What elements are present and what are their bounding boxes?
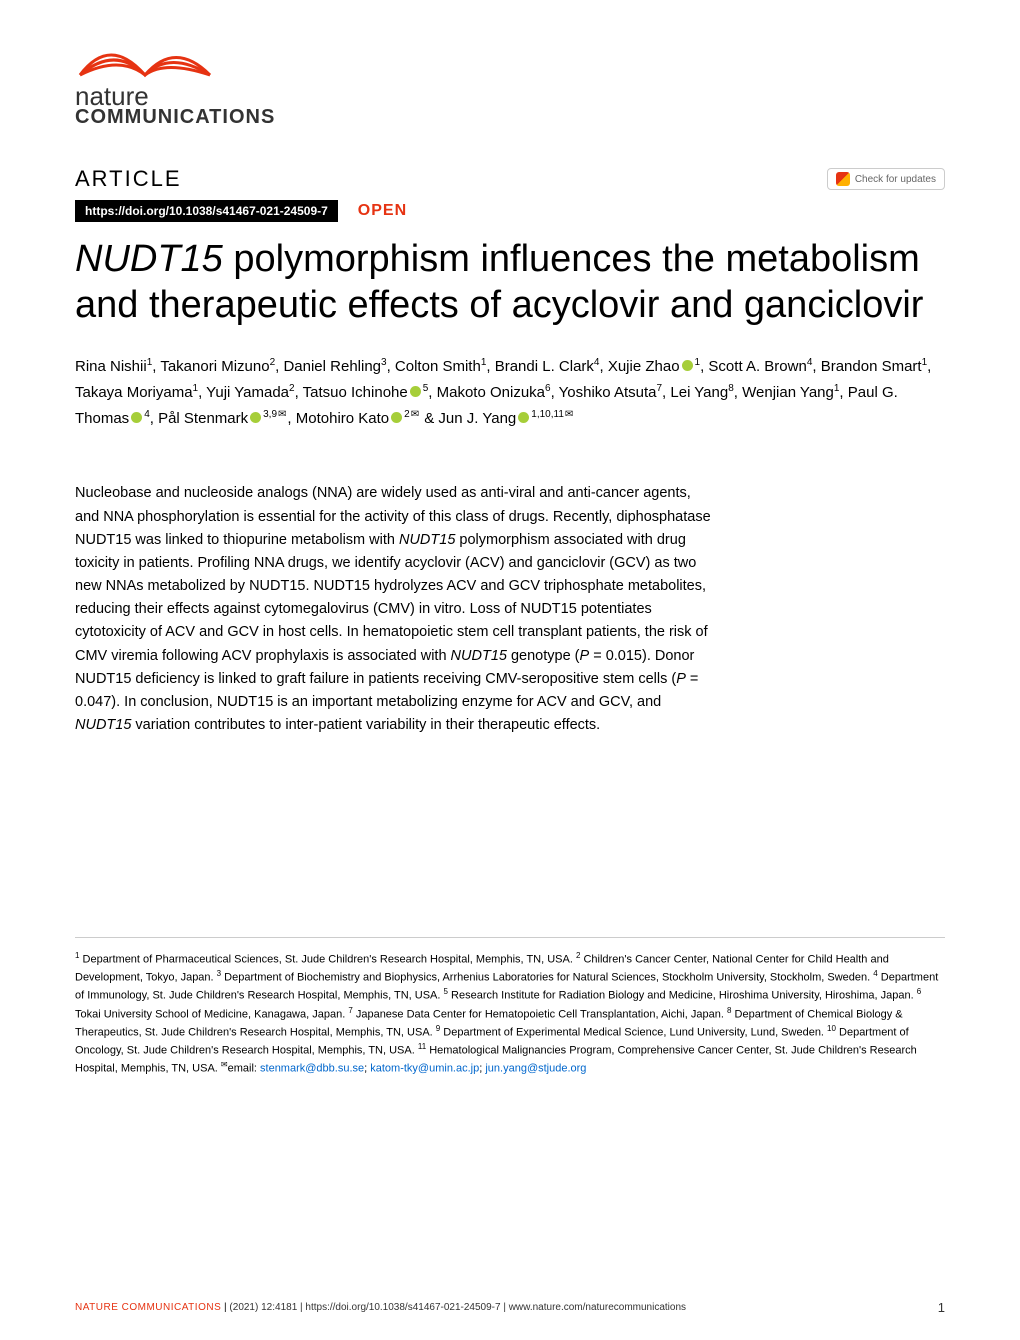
orcid-icon — [131, 412, 142, 423]
footer-citation: (2021) 12:4181 | https://doi.org/10.1038… — [229, 1302, 686, 1313]
logo-text: nature COMMUNICATIONS — [75, 85, 945, 126]
orcid-icon — [250, 412, 261, 423]
article-label: ARTICLE — [75, 166, 182, 192]
footer-journal: NATURE COMMUNICATIONS — [75, 1302, 221, 1313]
check-updates-button[interactable]: Check for updates — [827, 168, 945, 190]
envelope-icon: ✉ — [278, 406, 286, 424]
orcid-icon — [682, 360, 693, 371]
logo-swoosh-icon — [75, 30, 215, 80]
article-title: NUDT15 polymorphism influences the metab… — [75, 237, 945, 328]
journal-logo: nature COMMUNICATIONS — [75, 30, 945, 126]
orcid-icon — [410, 386, 421, 397]
orcid-icon — [518, 412, 529, 423]
abstract-text: Nucleobase and nucleoside analogs (NNA) … — [75, 482, 715, 737]
crossmark-icon — [836, 172, 850, 186]
open-access-badge: OPEN — [358, 202, 407, 220]
logo-line2: COMMUNICATIONS — [75, 108, 945, 126]
page-footer: NATURE COMMUNICATIONS | (2021) 12:4181 |… — [75, 1300, 945, 1315]
doi-link[interactable]: https://doi.org/10.1038/s41467-021-24509… — [75, 200, 338, 222]
title-italic-gene: NUDT15 — [75, 238, 223, 280]
logo-line1: nature — [75, 85, 945, 108]
check-updates-text: Check for updates — [855, 174, 936, 185]
orcid-icon — [391, 412, 402, 423]
envelope-icon: ✉ — [411, 406, 419, 424]
envelope-icon: ✉ — [565, 406, 573, 424]
authors-list: Rina Nishii1, Takanori Mizuno2, Daniel R… — [75, 354, 945, 433]
affiliations-block: 1 Department of Pharmaceutical Sciences,… — [75, 937, 945, 1076]
footer-page-number: 1 — [938, 1300, 945, 1315]
